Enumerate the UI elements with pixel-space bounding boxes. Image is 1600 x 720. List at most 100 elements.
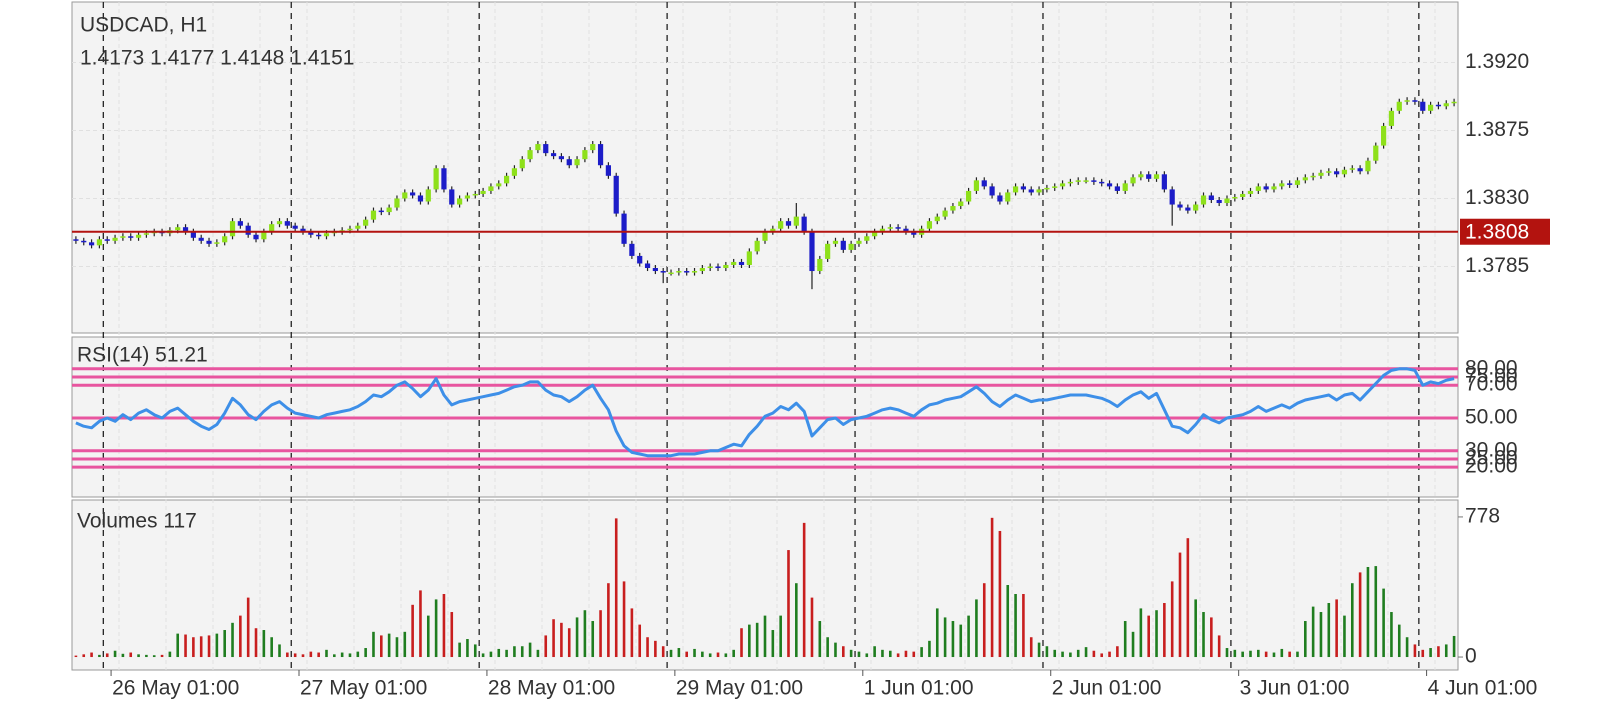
- y-tick-label: 80.00: [1465, 356, 1518, 379]
- volume-bar: [1202, 612, 1205, 658]
- candle-body: [1365, 160, 1371, 172]
- price-tag-label: 1.3808: [1465, 220, 1529, 243]
- candle-body: [856, 240, 862, 244]
- volume-bar: [795, 583, 798, 658]
- volume-bar: [1131, 631, 1135, 658]
- candle-body: [558, 156, 565, 160]
- volume-bar: [1037, 642, 1041, 658]
- candle-body: [1028, 189, 1034, 193]
- y-tick-label: 75.00: [1465, 365, 1518, 388]
- x-tick-label: 29 May 01:00: [676, 677, 803, 700]
- candle-body: [457, 198, 463, 205]
- candle-body: [1373, 145, 1379, 161]
- volume-bar: [152, 655, 156, 658]
- volume-bar: [1288, 651, 1291, 658]
- candle-body: [1099, 181, 1105, 184]
- candle-body: [817, 258, 823, 272]
- x-tick-label: 27 May 01:00: [300, 677, 427, 700]
- volume-bar: [591, 621, 595, 658]
- x-tick-label: 3 Jun 01:00: [1240, 677, 1350, 700]
- candle-body: [864, 236, 870, 241]
- y-tick-label: 20.00: [1465, 455, 1518, 478]
- candle-body: [1122, 183, 1128, 191]
- candle-body: [926, 221, 933, 229]
- rsi-title: RSI(14) 51.21: [77, 344, 208, 367]
- volume-bar: [693, 648, 696, 658]
- candle-body: [723, 264, 729, 269]
- candle-body: [229, 221, 236, 237]
- volume-bar: [1280, 648, 1284, 658]
- candle-body: [684, 271, 690, 273]
- volume-bar: [1444, 644, 1448, 658]
- candle-body: [410, 192, 416, 196]
- candle-body: [1279, 183, 1285, 187]
- candle-body: [1067, 181, 1073, 184]
- volume-bar: [489, 651, 493, 658]
- volume-bar: [473, 644, 477, 658]
- volume-bar: [1421, 649, 1425, 658]
- candle-body: [527, 150, 533, 160]
- volume-bar: [466, 639, 469, 658]
- candle-body: [903, 228, 909, 232]
- candle-body: [981, 180, 987, 187]
- volume-bar: [1374, 566, 1378, 658]
- candle-body: [950, 206, 956, 211]
- candle-body: [644, 263, 651, 269]
- volume-bar: [520, 646, 524, 658]
- volume-bar: [1249, 650, 1252, 658]
- candle-body: [1435, 104, 1442, 107]
- candle-body: [754, 240, 760, 252]
- candle-body: [566, 159, 572, 166]
- candle-body: [879, 228, 886, 232]
- candle-body: [1341, 169, 1348, 175]
- candle-body: [276, 221, 283, 225]
- candle-body: [245, 225, 251, 235]
- candle-body: [261, 231, 267, 240]
- candle-body: [206, 240, 212, 244]
- volume-bar: [755, 622, 759, 658]
- volume-bar: [1108, 651, 1111, 658]
- candle-body: [629, 243, 635, 256]
- volume-bar: [935, 608, 939, 658]
- candle-body: [464, 195, 471, 199]
- volume-bar: [426, 615, 430, 658]
- volume-bar: [223, 630, 226, 658]
- candle-body: [1075, 180, 1081, 182]
- volume-bar: [748, 624, 751, 658]
- volume-bar: [168, 651, 172, 658]
- candle-body: [308, 231, 314, 235]
- candle-body: [590, 144, 596, 151]
- candle-body: [1044, 187, 1050, 190]
- x-tick-label: 2 Jun 01:00: [1052, 677, 1162, 700]
- volume-bar: [1390, 612, 1393, 658]
- candle-body: [88, 242, 95, 246]
- volume-bar: [896, 653, 900, 658]
- candle-body: [1310, 175, 1316, 178]
- candle-body: [1318, 172, 1324, 176]
- candle-body: [676, 271, 682, 273]
- candle-body: [292, 225, 298, 229]
- candle-body: [1114, 186, 1120, 191]
- candle-body: [613, 175, 619, 214]
- candle-body: [222, 236, 228, 243]
- candle-body: [355, 225, 361, 229]
- candle-body: [1388, 110, 1395, 126]
- candle-body: [323, 233, 330, 237]
- volume-bar: [959, 624, 963, 658]
- y-tick-label: 1.3875: [1465, 118, 1529, 141]
- volume-bar: [873, 646, 876, 658]
- candle-body: [253, 234, 259, 240]
- candle-body: [778, 221, 784, 229]
- volume-bar: [137, 654, 140, 658]
- candle-body: [1146, 174, 1152, 179]
- candle-body: [1427, 104, 1434, 111]
- volume-bar: [622, 581, 626, 658]
- candle-body: [1412, 100, 1418, 102]
- candle-body: [809, 231, 815, 272]
- candle-body: [433, 168, 439, 190]
- volume-bar: [145, 654, 148, 658]
- volume-bar: [708, 653, 712, 658]
- volume-bar: [1327, 603, 1331, 658]
- y-tick-label: 25.00: [1465, 447, 1518, 470]
- volume-bar: [411, 604, 414, 658]
